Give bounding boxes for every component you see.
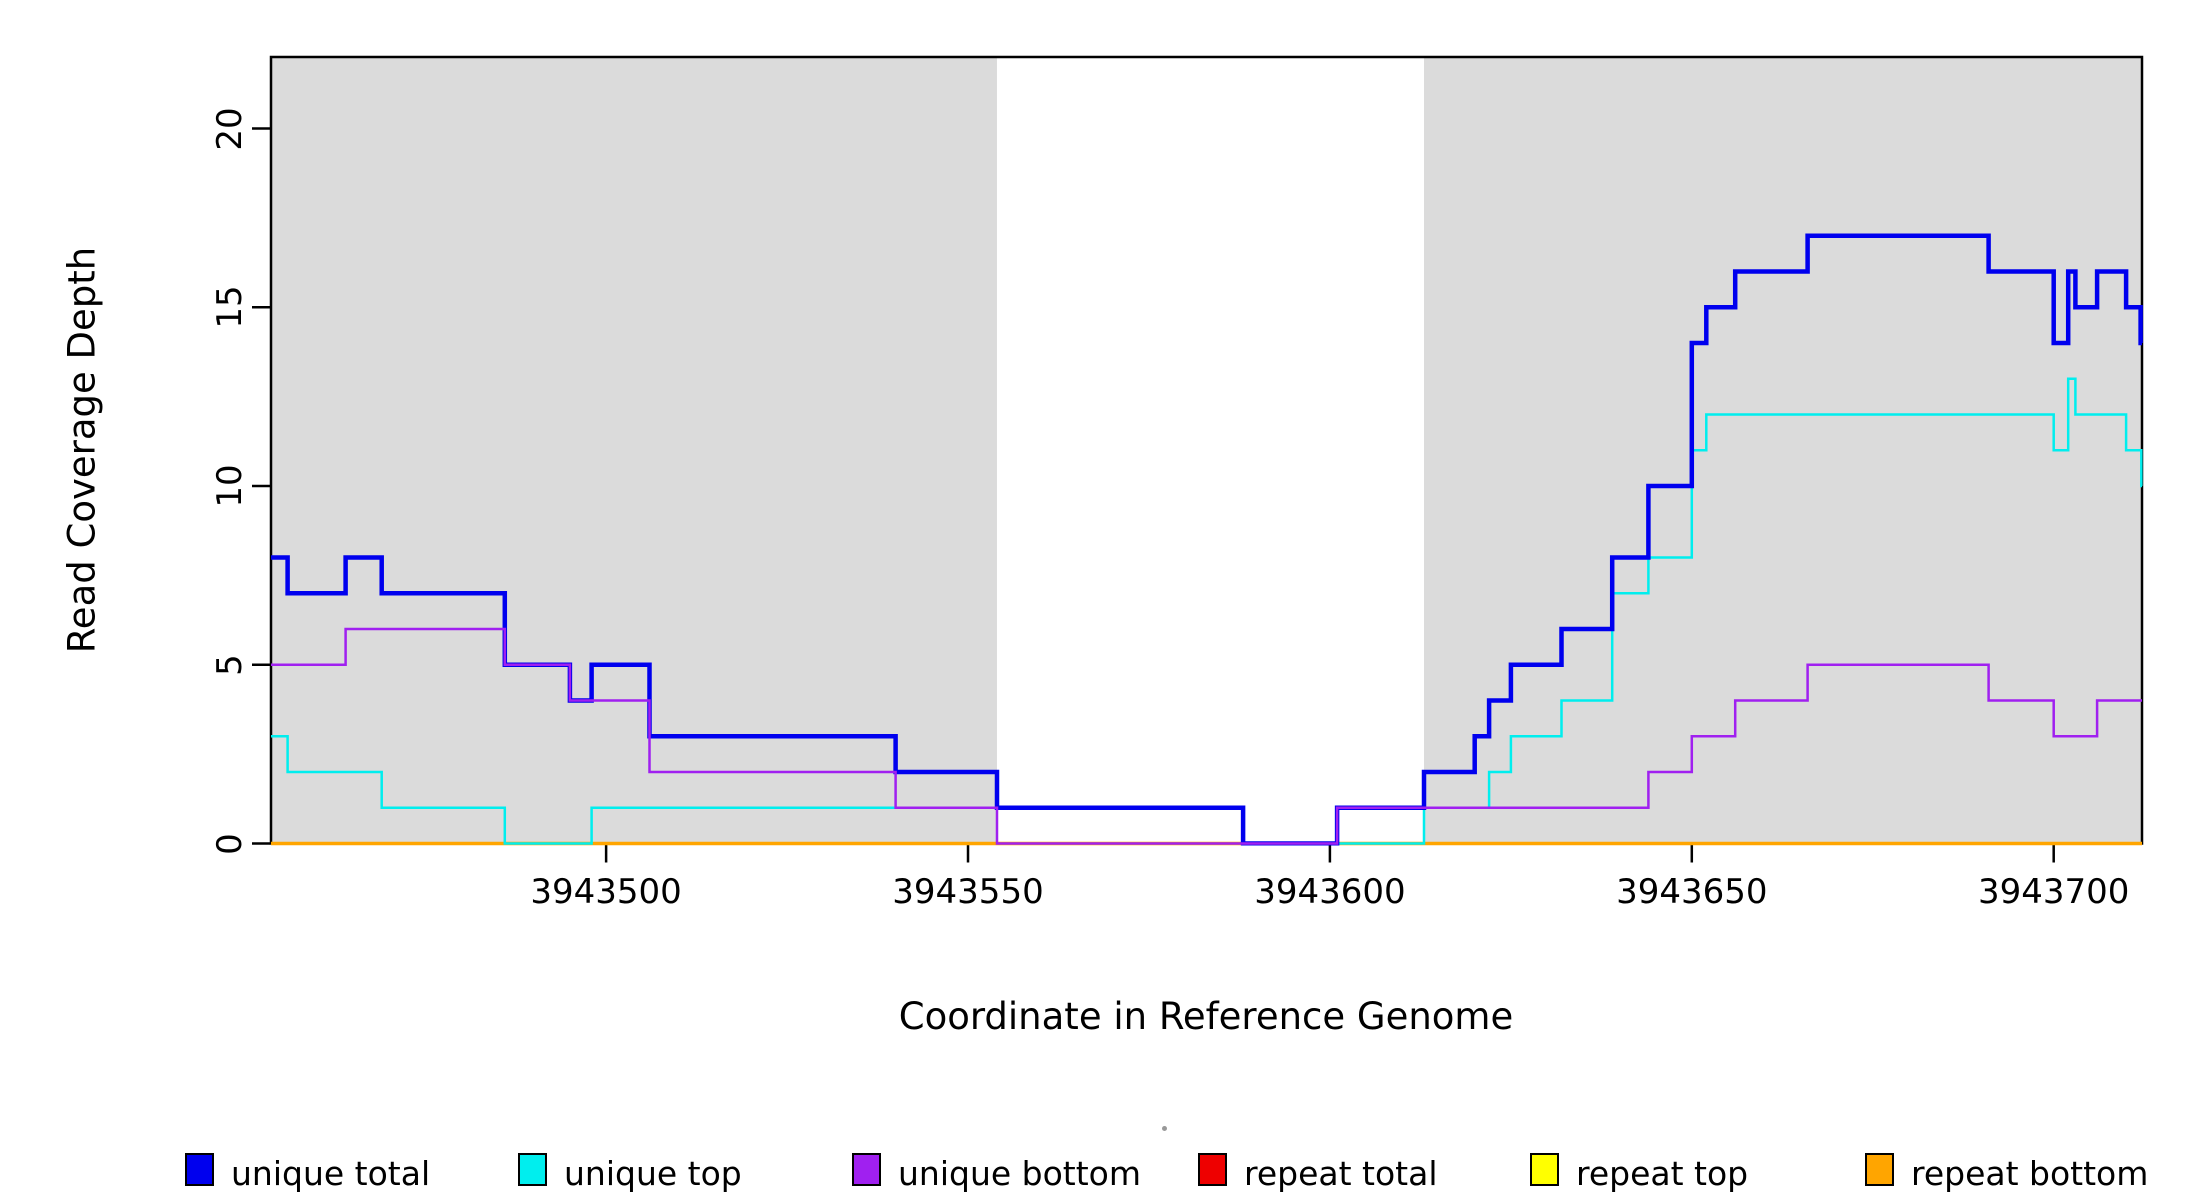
legend-swatch-icon — [185, 1153, 214, 1186]
legend-label: repeat top — [1576, 1154, 1749, 1193]
y-tick-label: 0 — [210, 832, 250, 855]
legend-label: unique bottom — [898, 1154, 1142, 1193]
legend-label: repeat bottom — [1911, 1154, 2149, 1193]
y-tick-label: 10 — [210, 464, 250, 508]
shaded-alignment-region — [271, 57, 997, 844]
legend-swatch-icon — [1198, 1153, 1227, 1186]
legend-swatch-icon — [1865, 1153, 1894, 1186]
x-axis-title: Coordinate in Reference Genome — [898, 995, 1514, 1038]
x-tick-label: 3943550 — [892, 872, 1044, 912]
shaded-alignment-region — [1423, 57, 2142, 844]
x-tick-label: 3943500 — [530, 872, 682, 912]
legend-swatch-icon — [852, 1153, 881, 1186]
legend-swatch-icon — [518, 1153, 547, 1186]
legend-swatch-icon — [1530, 1153, 1559, 1186]
coverage-line-unique-top — [271, 377, 2143, 845]
legend-stray-dot — [1162, 1126, 1167, 1131]
legend-label: unique total — [231, 1154, 431, 1193]
y-tick-label: 20 — [210, 106, 250, 151]
y-axis-title: Read Coverage Depth — [60, 246, 104, 654]
legend-label: unique top — [564, 1154, 742, 1193]
coverage-line-unique-bottom — [271, 627, 2142, 845]
x-tick-label: 3943700 — [1977, 872, 2130, 912]
y-tick-label: 5 — [210, 653, 250, 676]
legend-label: repeat total — [1244, 1154, 1438, 1193]
x-tick-label: 3943650 — [1616, 872, 1768, 912]
y-tick-label: 15 — [210, 285, 250, 329]
x-tick-label: 3943600 — [1254, 872, 1406, 912]
